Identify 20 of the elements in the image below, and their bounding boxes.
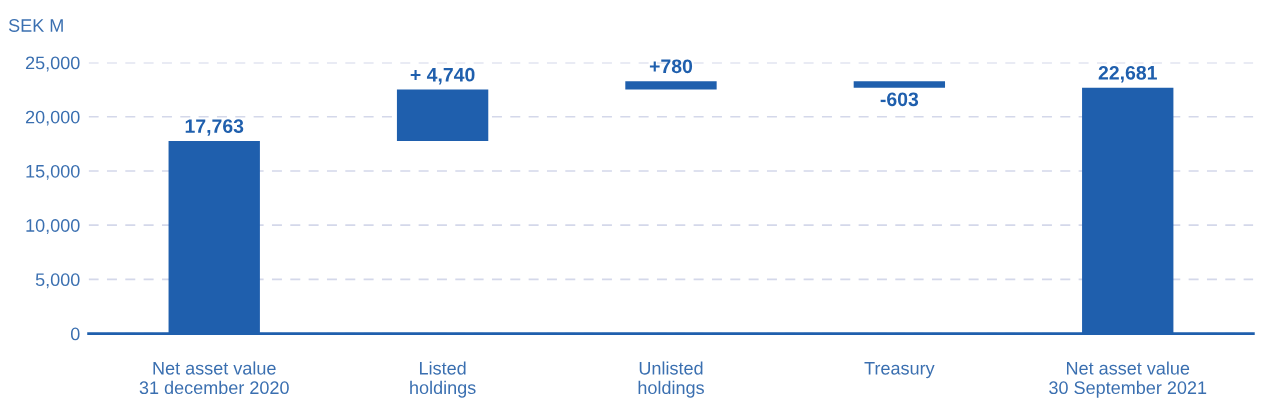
bar xyxy=(396,89,489,142)
data-label: + 4,740 xyxy=(410,67,475,85)
data-label: +780 xyxy=(649,59,693,74)
y-tick-label: 0 xyxy=(70,327,80,341)
x-tick-label: Listed holdings xyxy=(410,361,476,398)
x-tick-label: Net asset value 31 december 2020 xyxy=(139,361,289,395)
data-label: 22,681 xyxy=(1098,65,1157,83)
x-tick-label: Net asset value 30 September 2021 xyxy=(1049,361,1207,398)
bar xyxy=(625,81,717,90)
y-tick-label: 15,000 xyxy=(26,164,80,180)
x-tick-label: Treasury xyxy=(864,362,935,379)
data-label: -603 xyxy=(880,92,919,107)
y-axis-title: SEK M xyxy=(8,19,63,32)
bar xyxy=(853,81,946,88)
y-tick-label: 25,000 xyxy=(25,56,80,72)
y-tick-label: 10,000 xyxy=(26,219,80,235)
x-tick-label: Unlisted holdings xyxy=(638,361,704,398)
data-label: 17,763 xyxy=(185,119,244,136)
y-tick-label: 20,000 xyxy=(25,110,80,126)
y-tick-label: 5,000 xyxy=(35,273,80,289)
